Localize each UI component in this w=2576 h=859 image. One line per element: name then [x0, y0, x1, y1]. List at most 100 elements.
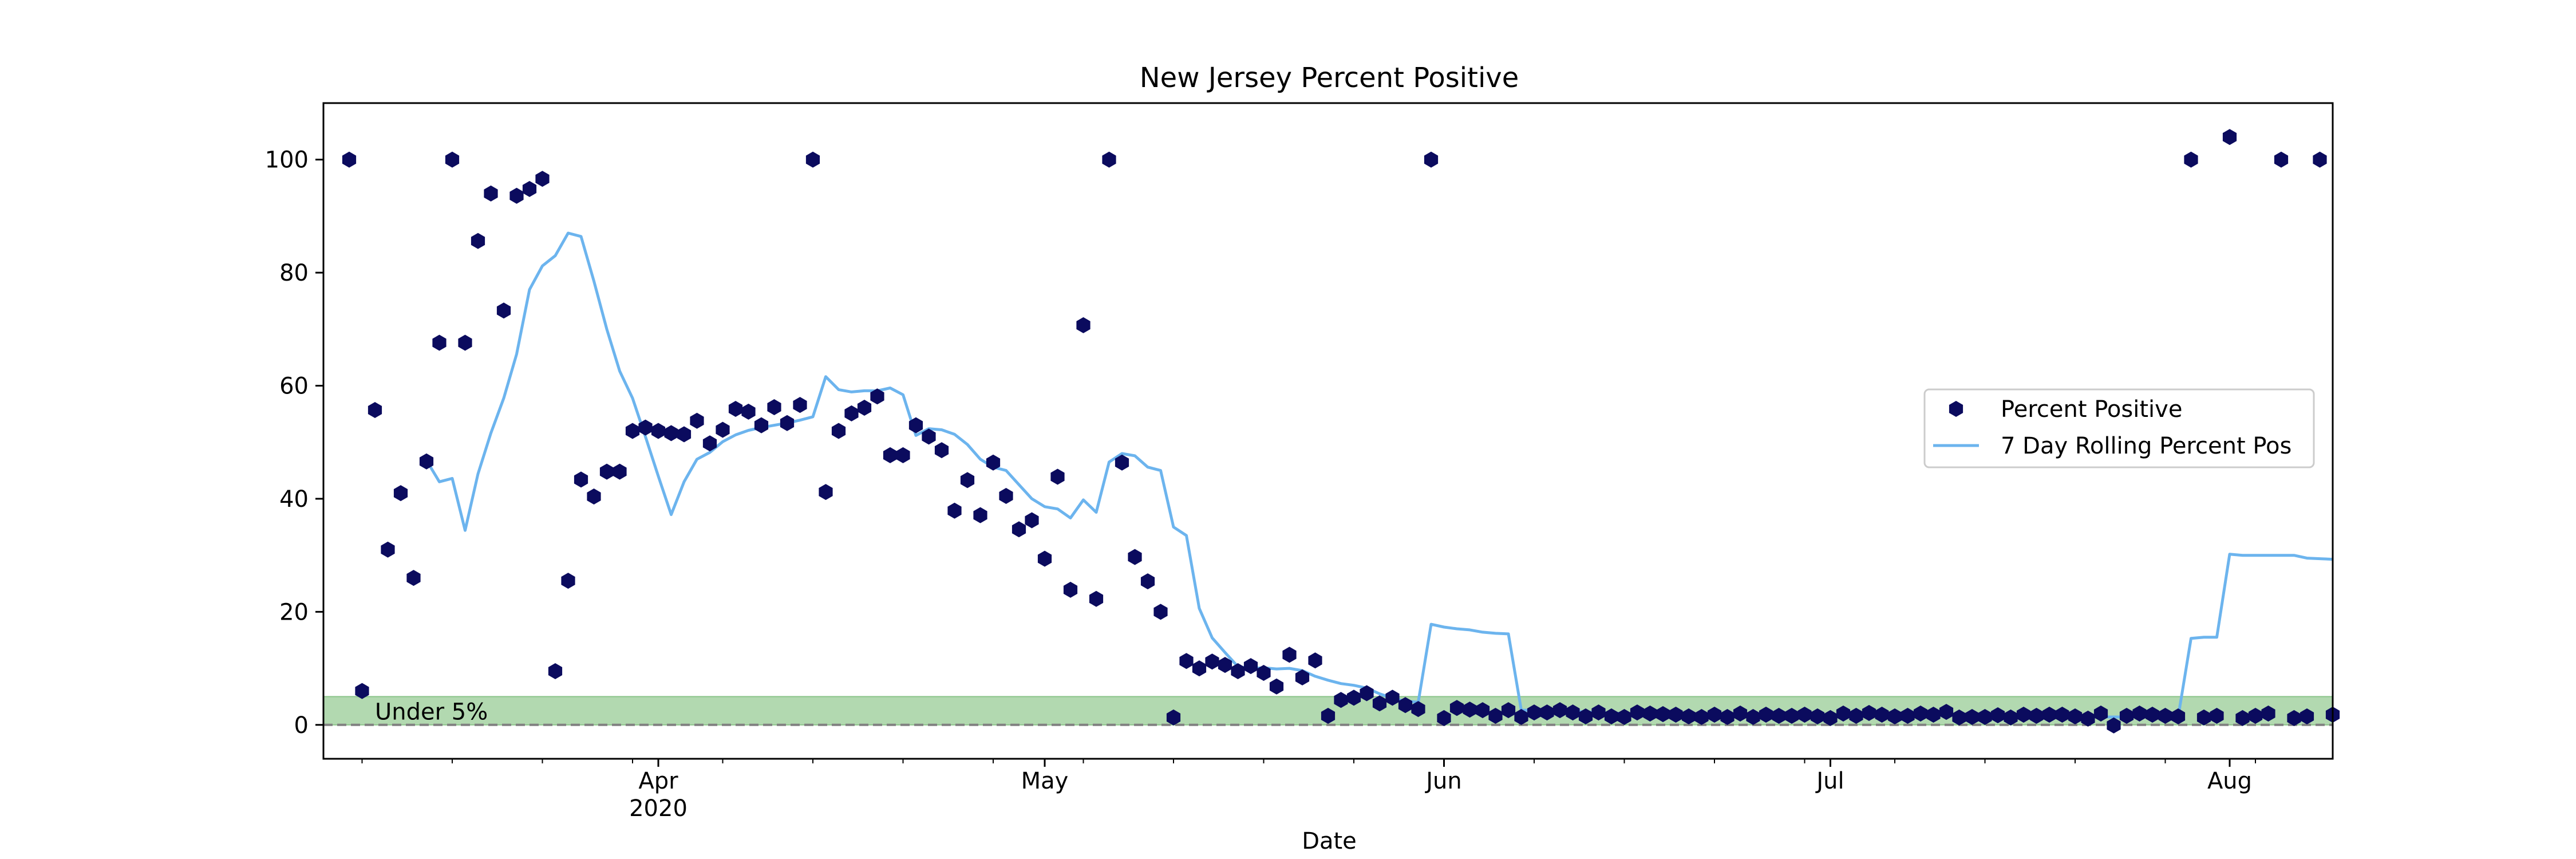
data-point [986, 454, 1001, 471]
data-point [2196, 709, 2211, 726]
data-point [1643, 706, 1657, 722]
data-point [1681, 708, 1696, 724]
data-point [1050, 468, 1065, 485]
data-point [1012, 521, 1026, 538]
data-point [1153, 604, 1168, 620]
data-point [702, 435, 717, 452]
data-point [1128, 549, 1142, 565]
data-point [844, 405, 859, 421]
data-point [1501, 702, 1516, 719]
data-point [1243, 658, 1258, 675]
data-point [1257, 665, 1271, 681]
data-point [1282, 647, 1297, 663]
x-axis-label: Date [1302, 828, 1357, 854]
data-point [381, 541, 395, 558]
data-point [883, 447, 898, 463]
data-point [1385, 689, 1400, 706]
data-point [1617, 709, 1631, 725]
data-point [1037, 550, 1052, 567]
data-point [780, 415, 795, 431]
data-point [2145, 707, 2160, 723]
legend: Percent Positive 7 Day Rolling Percent P… [1923, 388, 2315, 468]
data-point [1720, 709, 1735, 725]
data-point [1630, 704, 1645, 721]
data-point [613, 463, 627, 480]
data-point [651, 423, 666, 439]
legend-label-rolling: 7 Day Rolling Percent Pos [2001, 433, 2291, 459]
data-point [2055, 707, 2069, 723]
data-point [432, 334, 447, 351]
data-point [1746, 709, 1760, 725]
data-point [1604, 708, 1619, 724]
data-point [741, 403, 756, 420]
data-point [1578, 708, 1593, 724]
data-point [484, 185, 498, 202]
data-point [2184, 151, 2198, 168]
data-point [1063, 581, 1078, 598]
scatter-points-layer [342, 129, 2340, 734]
data-point [1952, 709, 1966, 726]
data-point [677, 426, 692, 443]
data-point [1965, 709, 1980, 725]
data-point [1990, 707, 2005, 723]
data-point [2107, 717, 2121, 734]
data-point [2210, 708, 2224, 724]
data-point [1218, 657, 1232, 673]
data-point [1424, 151, 1439, 168]
data-point [1334, 692, 1348, 708]
x-tick-label: May [1021, 768, 1069, 794]
data-point [522, 181, 537, 197]
data-point [2042, 707, 2057, 723]
data-point [1656, 706, 1670, 722]
data-point [2119, 708, 2134, 724]
data-point [690, 412, 704, 429]
data-point [1913, 706, 1928, 722]
x-tick-label: Aug [2207, 768, 2252, 794]
data-point [638, 419, 653, 436]
data-point [716, 421, 730, 438]
data-point [599, 463, 614, 480]
data-point [922, 428, 936, 445]
data-point [870, 388, 884, 405]
data-point [960, 472, 975, 488]
data-point [1308, 652, 1322, 669]
data-point [1115, 454, 1129, 471]
data-point [1346, 689, 1361, 706]
band-label: Under 5% [375, 699, 488, 725]
data-point [1166, 709, 1181, 726]
data-point [793, 397, 807, 413]
data-point [1089, 590, 1104, 607]
y-tick-label: 40 [279, 486, 309, 513]
data-point [509, 187, 524, 204]
data-point [1759, 707, 1773, 723]
data-point [1360, 685, 1374, 702]
y-tick-label: 0 [294, 712, 309, 739]
data-point [1398, 697, 1413, 714]
data-point [1591, 704, 1606, 721]
data-point [1849, 708, 1863, 724]
data-point [2132, 706, 2147, 722]
data-point [1733, 706, 1748, 722]
data-point [1772, 708, 1786, 724]
data-point [2158, 708, 2172, 724]
data-point [767, 399, 781, 415]
y-axis: 0 20 40 60 80 100 [265, 147, 323, 739]
data-point [754, 417, 769, 434]
data-point [2068, 708, 2083, 724]
data-point [2081, 710, 2095, 727]
data-point [2171, 708, 2186, 724]
data-point [908, 417, 923, 434]
data-point [1527, 704, 1542, 721]
y-tick-label: 60 [279, 373, 309, 400]
data-point [831, 423, 846, 439]
data-point [1179, 653, 1194, 669]
data-point [2261, 706, 2275, 722]
chart-title: New Jersey Percent Positive [1140, 62, 1519, 94]
data-point [664, 425, 678, 442]
y-tick-label: 20 [279, 599, 309, 625]
data-point [1901, 708, 1915, 724]
data-point [1797, 707, 1812, 723]
data-point [561, 573, 575, 589]
data-point [1566, 704, 1580, 721]
